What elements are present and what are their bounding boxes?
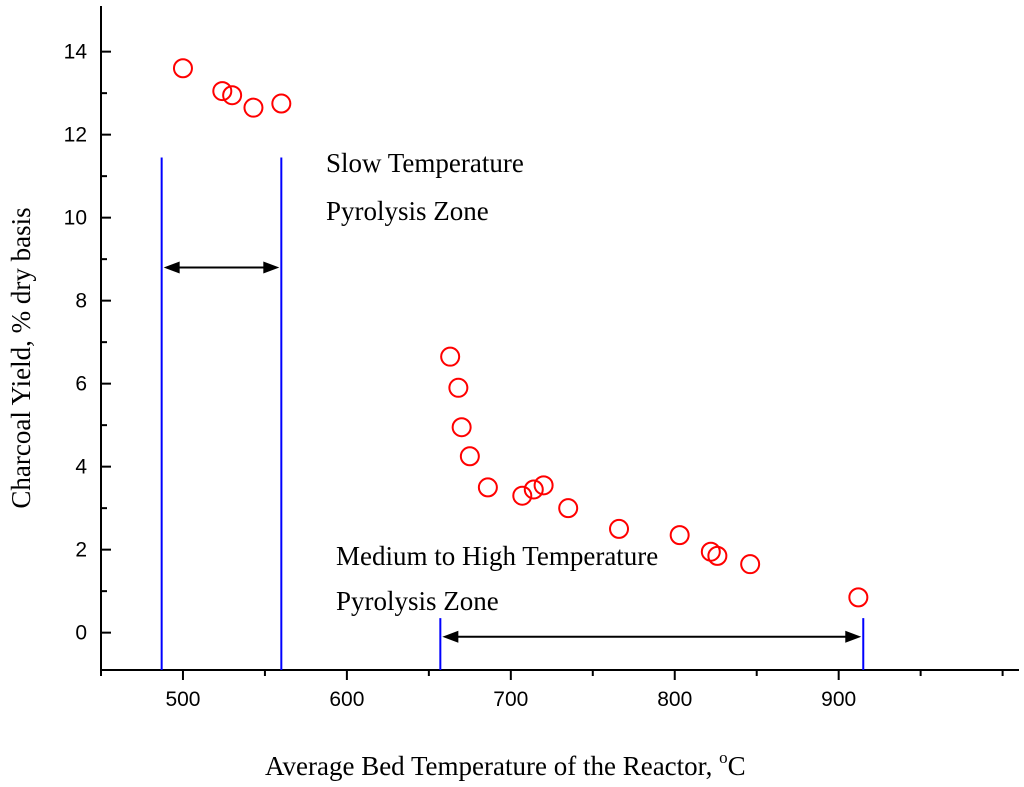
data-point (523, 479, 544, 500)
data-point (271, 93, 292, 114)
data-point (669, 525, 690, 546)
x-axis-title-unit: C (728, 751, 746, 781)
slow-zone-arrow-right-head (263, 261, 280, 274)
data-point (477, 477, 498, 498)
medium-high-zone-label-line1: Medium to High Temperature (336, 541, 658, 571)
slow-zone-label-line2: Pyrolysis Zone (326, 196, 489, 226)
y-tick-label: 6 (75, 373, 87, 396)
x-tick-label: 800 (657, 688, 692, 711)
data-point (700, 541, 721, 562)
data-point (243, 97, 264, 118)
data-point (440, 346, 461, 367)
x-axis-title-degree: o (719, 748, 728, 767)
data-point (172, 58, 193, 79)
zone-annotations (160, 157, 865, 670)
data-point (848, 587, 869, 608)
y-tick-label: 0 (75, 622, 87, 645)
data-point (707, 545, 728, 566)
data-point (459, 446, 480, 467)
x-axis-title-main: Average Bed Temperature of the Reactor, (265, 751, 719, 781)
y-tick-label: 2 (75, 539, 87, 562)
x-tick-label: 700 (493, 688, 528, 711)
slow-zone-arrow-left-head (163, 261, 180, 274)
y-axis-title: Charcoal Yield, % dry basis (6, 207, 36, 508)
x-tick-label: 500 (165, 688, 200, 711)
y-tick-label: 12 (64, 124, 87, 147)
data-point (558, 498, 579, 519)
data-point (740, 554, 761, 575)
slow-zone-label-line1: Slow Temperature (326, 148, 524, 178)
data-point (512, 485, 533, 506)
data-point (212, 81, 233, 102)
medium-high-zone-label-line2: Pyrolysis Zone (336, 586, 499, 616)
y-tick-label: 8 (75, 290, 87, 313)
y-tick-label: 10 (64, 207, 87, 230)
x-axis-title: Average Bed Temperature of the Reactor, … (265, 748, 746, 781)
data-point (609, 518, 630, 539)
data-point (222, 85, 243, 106)
x-tick-label: 900 (821, 688, 856, 711)
medium-high-zone-arrow-left-head (442, 630, 459, 643)
axis-tick-labels: 500 600 700 800 900 0 2 4 6 8 10 12 14 (64, 41, 857, 711)
data-point (533, 475, 554, 496)
x-tick-label: 600 (329, 688, 364, 711)
y-tick-label: 4 (75, 456, 87, 479)
data-point (448, 377, 469, 398)
data-points (172, 58, 869, 608)
axis-ticks (100, 50, 1004, 680)
medium-high-zone-arrow-right-head (845, 630, 862, 643)
data-point (451, 417, 472, 438)
y-tick-label: 14 (64, 41, 88, 64)
